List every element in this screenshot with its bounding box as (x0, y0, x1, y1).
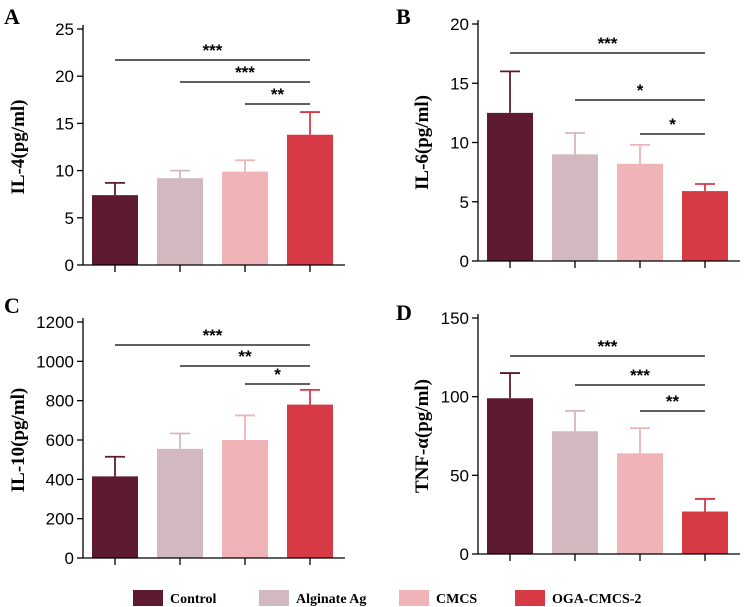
legend-swatch (259, 590, 289, 606)
significance-label: *** (235, 63, 255, 82)
y-tick-label: 10 (450, 134, 469, 153)
significance-label: *** (203, 41, 223, 60)
legend-label: CMCS (436, 592, 477, 607)
legend-swatch (515, 590, 545, 606)
bar-oga-cmcs-2 (287, 134, 333, 265)
y-tick-label: 0 (460, 252, 469, 271)
significance-label: * (637, 81, 644, 100)
y-tick-label: 1200 (36, 313, 74, 332)
significance-label: *** (598, 34, 618, 53)
panel-letter: D (396, 300, 412, 325)
y-tick-label: 20 (450, 15, 469, 34)
significance-label: *** (598, 337, 618, 356)
legend-item-alginate-ag: Alginate Ag (259, 590, 366, 607)
significance-label: ** (238, 347, 252, 366)
significance-label: * (669, 115, 676, 134)
y-tick-label: 25 (55, 20, 74, 39)
y-tick-label: 10 (55, 162, 74, 181)
y-tick-label: 400 (46, 470, 74, 489)
y-tick-label: 0 (65, 549, 74, 568)
y-tick-label: 600 (46, 431, 74, 450)
y-tick-label: 5 (65, 209, 74, 228)
y-tick-label: 150 (441, 309, 469, 328)
y-axis-label: TNF-α(pg/ml) (412, 379, 433, 493)
panel-letter: B (396, 4, 411, 29)
bar-alginate-ag (552, 431, 598, 554)
bar-control (487, 112, 533, 261)
y-axis-label: IL-6(pg/ml) (412, 95, 433, 190)
significance-label: * (274, 365, 281, 384)
bar-cmcs (617, 453, 663, 554)
bar-control (487, 398, 533, 554)
y-tick-label: 100 (441, 388, 469, 407)
legend-label: Control (170, 592, 217, 607)
y-tick-label: 5 (460, 193, 469, 212)
legend-swatch (399, 590, 429, 606)
bar-cmcs (222, 440, 268, 558)
bar-cmcs (617, 163, 663, 261)
significance-label: *** (630, 366, 650, 385)
bar-cmcs (222, 171, 268, 265)
legend-item-control: Control (133, 590, 217, 607)
legend-item-oga-cmcs-2: OGA-CMCS-2 (515, 590, 641, 607)
panel-letter: C (4, 293, 20, 318)
panel-letter: A (4, 4, 20, 29)
legend-swatch (133, 590, 163, 606)
bar-oga-cmcs-2 (682, 191, 728, 261)
bar-control (92, 476, 138, 558)
legend-label: OGA-CMCS-2 (552, 592, 641, 607)
legend: Control Alginate Ag CMCS OGA-CMCS-2 (133, 590, 641, 607)
significance-label: *** (203, 326, 223, 345)
legend-label: Alginate Ag (296, 592, 366, 607)
y-tick-label: 0 (65, 256, 74, 275)
y-tick-label: 15 (450, 74, 469, 93)
bar-alginate-ag (157, 448, 203, 558)
legend-item-cmcs: CMCS (399, 590, 477, 607)
y-tick-label: 1000 (36, 352, 74, 371)
y-axis-label: IL-4(pg/ml) (8, 100, 29, 195)
bar-oga-cmcs-2 (287, 404, 333, 558)
y-tick-label: 50 (450, 466, 469, 485)
bar-alginate-ag (552, 154, 598, 261)
y-tick-label: 0 (460, 545, 469, 564)
bar-alginate-ag (157, 178, 203, 265)
significance-label: ** (666, 392, 680, 411)
bar-control (92, 195, 138, 265)
y-tick-label: 200 (46, 510, 74, 529)
bar-oga-cmcs-2 (682, 511, 728, 554)
y-tick-label: 15 (55, 114, 74, 133)
y-tick-label: 800 (46, 392, 74, 411)
y-axis-label: IL-10(pg/ml) (8, 388, 29, 493)
y-tick-label: 20 (55, 67, 74, 86)
significance-label: ** (271, 85, 285, 104)
